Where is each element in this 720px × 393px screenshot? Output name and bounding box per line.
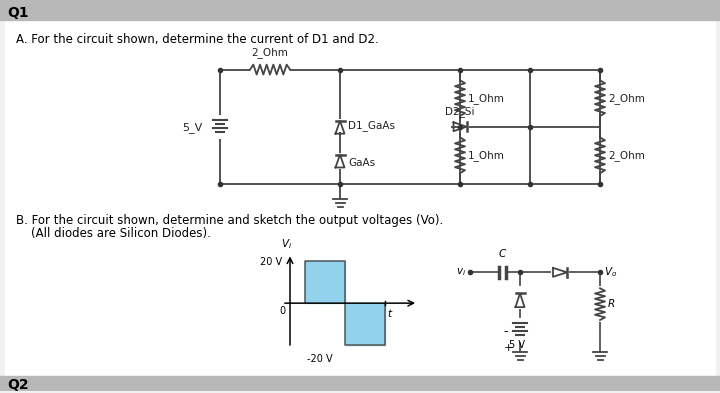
Text: (All diodes are Silicon Diodes).: (All diodes are Silicon Diodes). — [16, 227, 211, 240]
Text: Q1: Q1 — [7, 6, 29, 20]
Text: C: C — [498, 250, 505, 259]
Text: 5_V: 5_V — [181, 122, 202, 133]
Text: D2_Si: D2_Si — [445, 106, 474, 117]
Bar — [0, 376, 720, 391]
Text: 20 V: 20 V — [260, 257, 282, 267]
Text: 5 V: 5 V — [509, 340, 525, 350]
Text: $V_o$: $V_o$ — [604, 265, 617, 279]
Text: +: + — [503, 343, 513, 353]
Bar — [345, 303, 385, 345]
Text: 0: 0 — [279, 306, 285, 316]
Text: $V_i$: $V_i$ — [282, 238, 292, 252]
Text: $t$: $t$ — [387, 307, 393, 319]
Text: GaAs: GaAs — [348, 158, 375, 168]
Text: Q2: Q2 — [7, 378, 29, 392]
Text: -: - — [504, 325, 508, 338]
Bar — [0, 0, 720, 20]
Text: D1_GaAs: D1_GaAs — [348, 120, 395, 131]
Text: 1_Ohm: 1_Ohm — [468, 150, 505, 161]
Text: 2_Ohm: 2_Ohm — [251, 47, 289, 58]
Text: 2_Ohm: 2_Ohm — [608, 93, 645, 104]
Text: B. For the circuit shown, determine and sketch the output voltages (Vo).: B. For the circuit shown, determine and … — [16, 214, 444, 227]
Text: A. For the circuit shown, determine the current of D1 and D2.: A. For the circuit shown, determine the … — [16, 33, 379, 46]
Text: -20 V: -20 V — [307, 354, 333, 364]
Text: R: R — [608, 299, 616, 309]
Bar — [305, 261, 345, 303]
Text: 2_Ohm: 2_Ohm — [608, 150, 645, 161]
Text: 1_Ohm: 1_Ohm — [468, 93, 505, 104]
Text: $v_i$: $v_i$ — [456, 266, 466, 278]
